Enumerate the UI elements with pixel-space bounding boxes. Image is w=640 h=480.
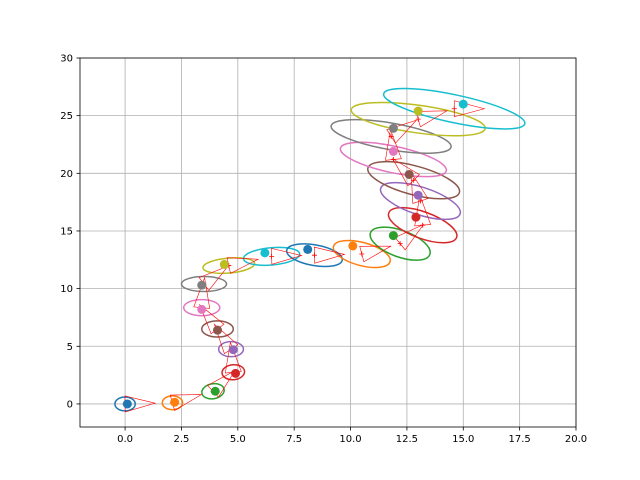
y-tick-label: 5: [67, 342, 73, 353]
true-position-point: [197, 304, 207, 314]
estimate-marker: [415, 116, 421, 122]
covariance-ellipse: [339, 141, 448, 178]
true-position-point: [411, 212, 421, 222]
covariance-ellipse: [217, 340, 245, 358]
estimate-marker: [397, 241, 403, 247]
true-position-point: [210, 386, 220, 396]
true-position-point: [388, 146, 398, 156]
data-layer: [114, 87, 526, 413]
x-tick-label: 5.0: [230, 434, 246, 445]
true-position-point: [170, 397, 180, 407]
true-position-point: [197, 280, 207, 290]
true-position-point: [413, 190, 423, 200]
true-position-point: [219, 259, 229, 269]
y-tick-label: 10: [60, 284, 73, 295]
ticks: 0.0 2.5 5.0 7.5 10.0 12.5 15.0 17.5 20.0 0 5 10 15 20…: [60, 54, 587, 446]
estimate-marker: [388, 133, 394, 139]
y-tick-label: 30: [60, 54, 73, 65]
estimate-marker: [311, 252, 317, 258]
covariance-ellipse: [180, 275, 228, 293]
x-tick-label: 17.5: [509, 434, 531, 445]
estimate-marker: [417, 198, 423, 204]
covariance-ellipse: [202, 257, 256, 275]
true-position-point: [260, 248, 270, 258]
y-tick-label: 25: [60, 111, 73, 122]
y-tick-label: 20: [60, 169, 73, 180]
covariance-ellipse: [382, 87, 526, 130]
covariance-ellipse: [285, 243, 344, 268]
y-tick-label: 0: [67, 399, 73, 410]
true-position-point: [388, 123, 398, 133]
x-tick-label: 7.5: [286, 434, 302, 445]
estimate-marker: [420, 222, 426, 228]
true-position-point: [388, 231, 398, 241]
true-position-point: [413, 106, 423, 116]
estimate-marker: [411, 177, 417, 183]
covariance-ellipse: [200, 320, 235, 338]
estimate-marker: [390, 156, 396, 162]
covariance-ellipse: [182, 298, 221, 317]
true-position-point: [231, 368, 241, 378]
x-tick-label: 0.0: [117, 434, 133, 445]
axes-frame: [79, 57, 577, 428]
estimate-marker: [269, 253, 275, 259]
true-position-point: [213, 325, 223, 335]
true-position-point: [228, 345, 238, 355]
covariance-ellipse: [332, 239, 392, 269]
x-tick-label: 2.5: [174, 434, 190, 445]
estimate-marker: [359, 251, 365, 257]
true-position-point: [404, 169, 414, 179]
covariance-ellipse: [161, 395, 184, 411]
covariance-ellipse: [221, 363, 246, 381]
x-tick-label: 10.0: [339, 434, 361, 445]
estimate-marker: [451, 106, 457, 112]
x-tick-label: 12.5: [396, 434, 418, 445]
true-position-point: [348, 241, 358, 251]
x-tick-label: 15.0: [452, 434, 474, 445]
y-tick-label: 15: [60, 226, 73, 237]
true-position-point: [303, 244, 313, 254]
covariance-ellipse: [201, 382, 225, 400]
x-tick-label: 20.0: [565, 434, 587, 445]
covariance-ellipse: [387, 206, 458, 244]
covariance-ellipse: [330, 118, 452, 154]
true-position-point: [122, 399, 132, 409]
true-position-point: [458, 99, 468, 109]
covariance-ellipse: [367, 160, 461, 200]
